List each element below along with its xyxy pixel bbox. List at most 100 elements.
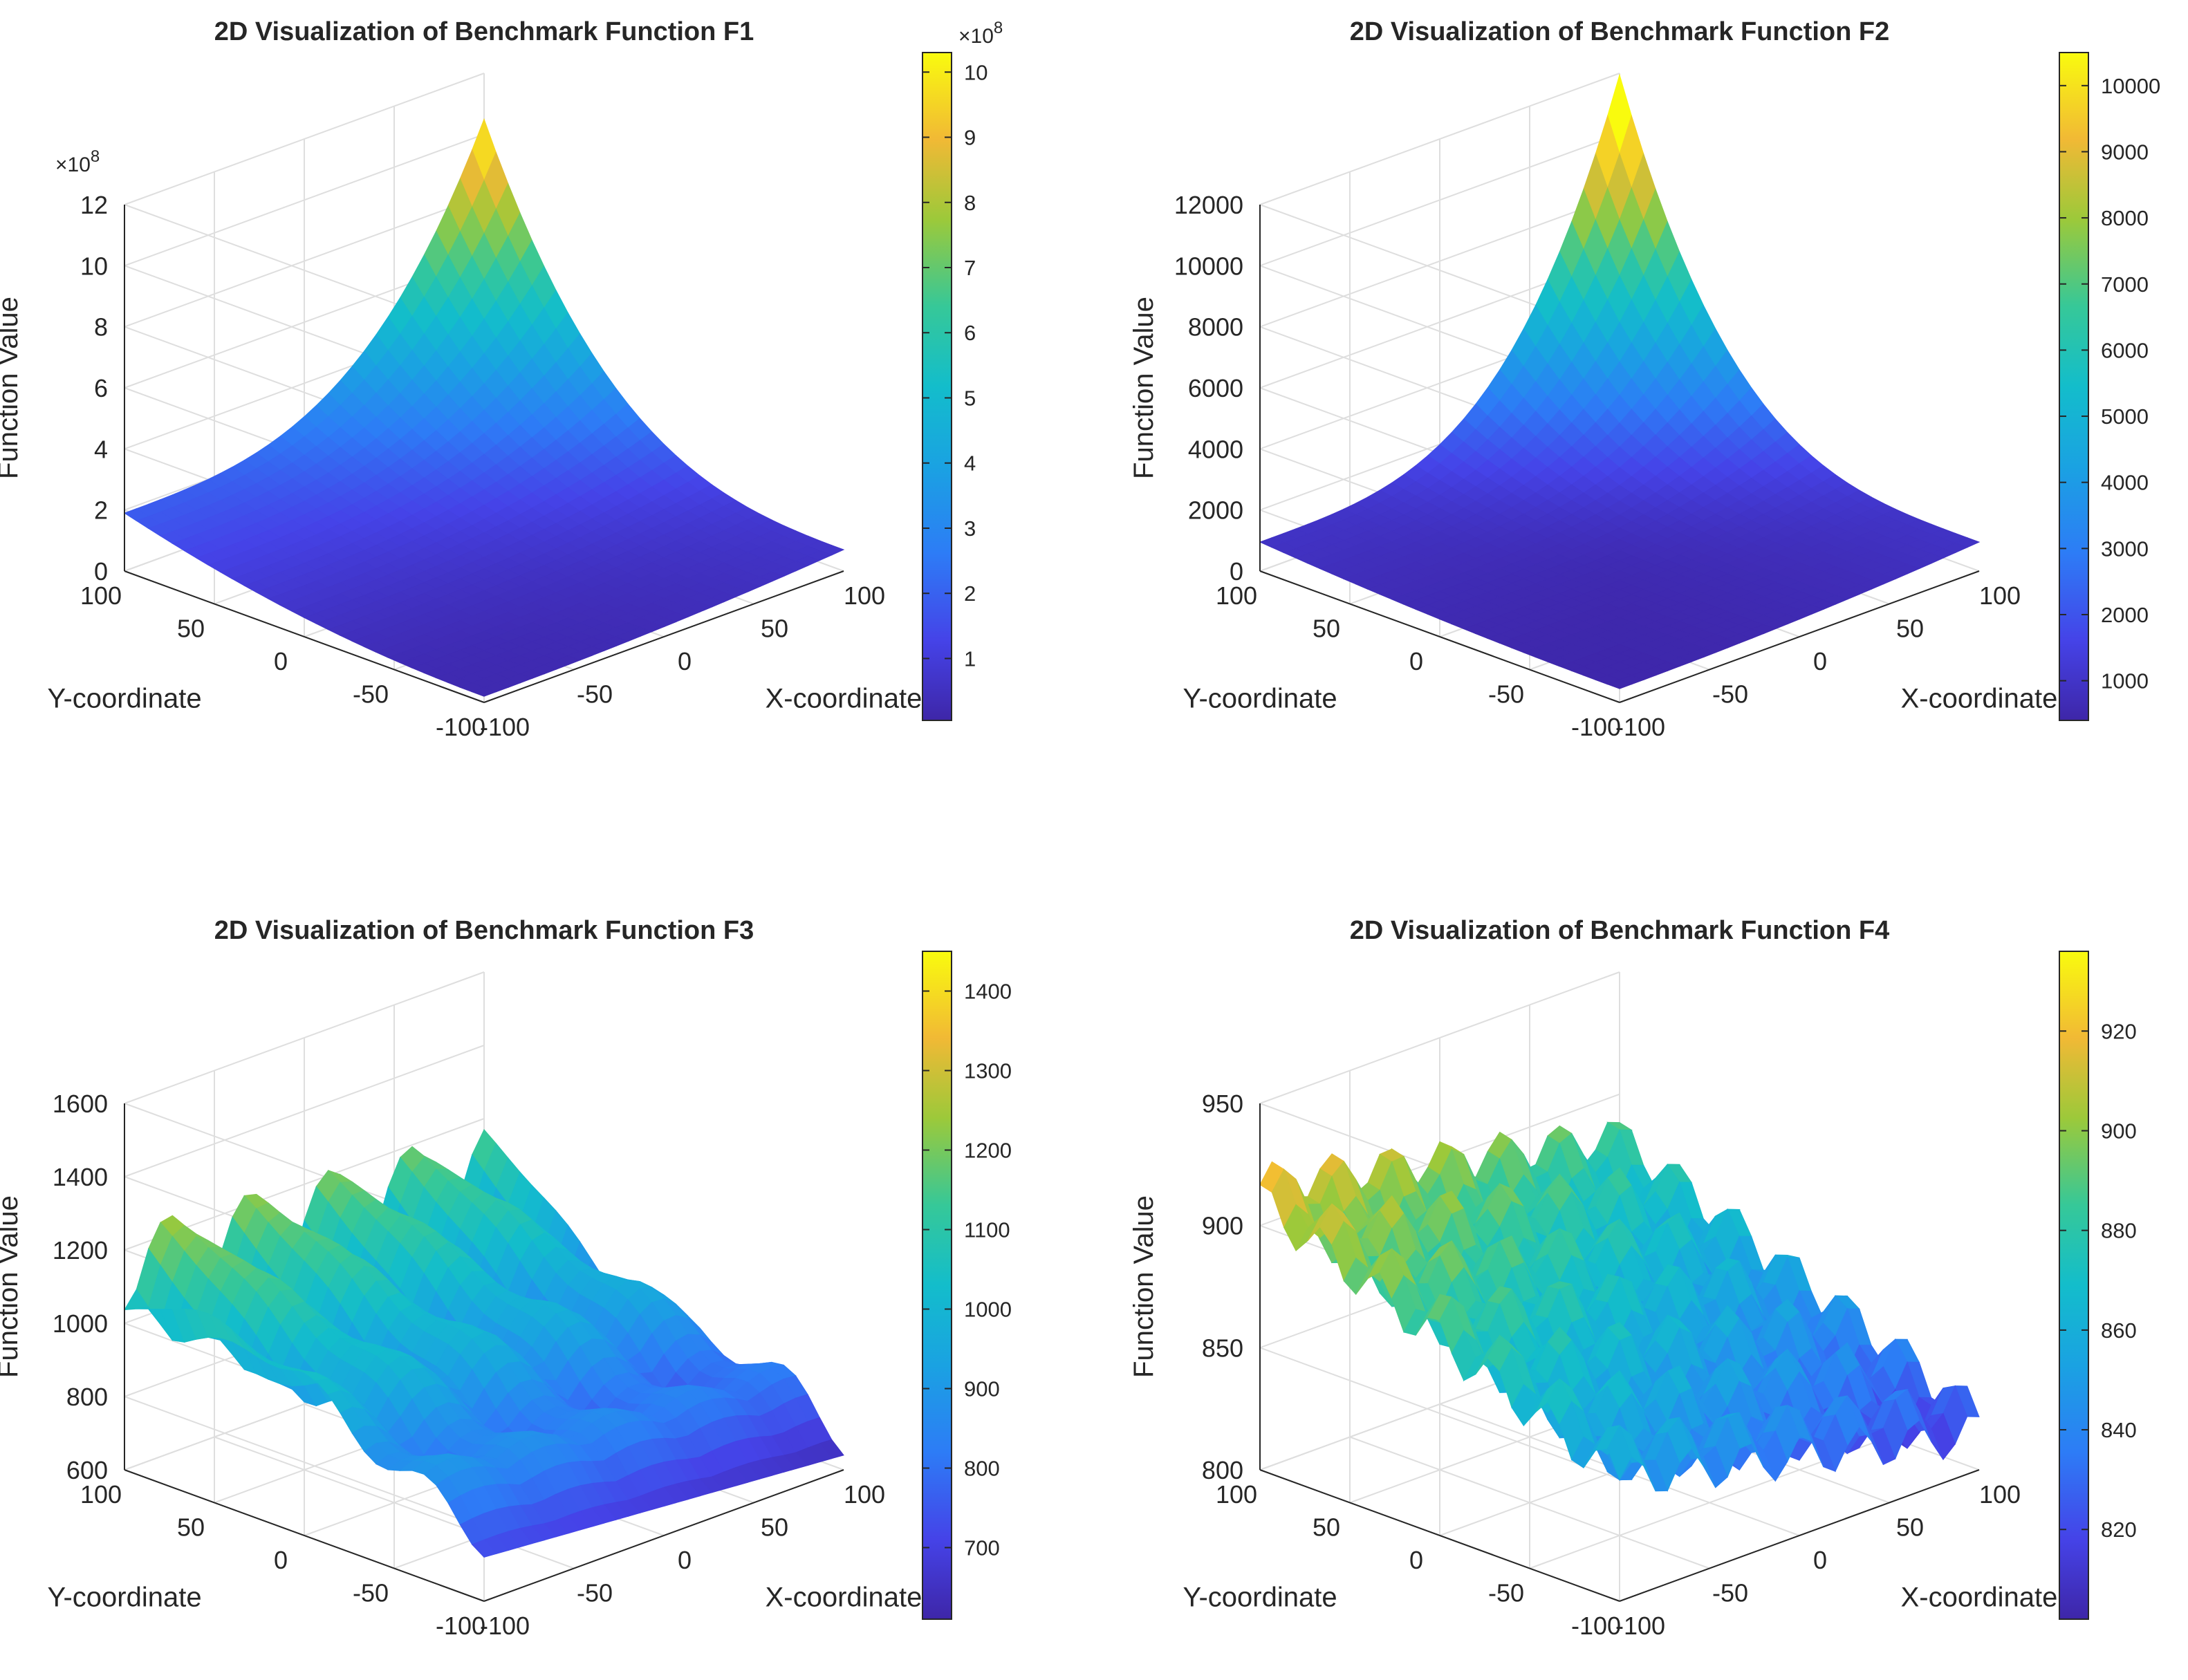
colorbar-tick-label: 860 [2101,1318,2137,1343]
x-axis-line [483,570,844,703]
z-tick-label: 1600 [53,1090,108,1118]
z-tick-label: 12000 [1174,191,1243,219]
colorbar-tick-label: 9000 [2101,140,2149,164]
colorbar-exponent: 8 [994,19,1003,37]
y-tick-label: 100 [80,1480,122,1509]
colorbar-f2: 1000 2000 3000 4000 5000 6000 7000 8000 9000 1000… [2059,52,2160,721]
y-axis-label: Y-coordinate [1183,684,1337,714]
colorbar-tick-label: 10 [964,60,988,84]
x-tick-label: -100 [480,713,530,741]
colorbar-tick-label: 9 [964,126,976,150]
x-axis-label: X-coordinate [1901,684,2058,714]
colorbar-f3: 700 800 900 1000 1100 1200 1300 1400 [922,951,1012,1620]
z-tick-label: 0 [1230,557,1243,586]
y-tick-label: 0 [274,1546,288,1574]
y-tick-label: -100 [1571,713,1621,741]
z-tick-label: 8000 [1188,313,1243,342]
x-tick-label: 100 [844,581,885,610]
z-tick-label: 10000 [1174,252,1243,280]
y-axis-line [124,570,485,703]
x-tick-label: -50 [1712,1579,1748,1607]
x-tick-label: 0 [1813,647,1827,675]
colorbar-gradient [922,52,952,721]
y-axis-label: Y-coordinate [47,684,201,714]
x-tick-label: 100 [1979,1480,2021,1509]
colorbar-tick-label: 1000 [2101,669,2149,693]
y-tick-label: 0 [1409,647,1423,675]
colorbar-tick-label: 820 [2101,1518,2137,1542]
colorbar-gradient [2059,951,2089,1620]
y-tick-label: 100 [80,581,122,610]
colorbar-tick-label: 1400 [964,980,1012,1004]
y-tick-label: 100 [1216,1480,1257,1509]
colorbar-tick-label: 800 [964,1457,1000,1481]
chart-title: 2D Visualization of Benchmark Function F… [1350,916,1890,945]
y-tick-label: 0 [274,647,288,675]
z-tick-label: 1400 [53,1163,108,1191]
axes-f1: -100-50050100-100-50050100024681012X-coo… [0,147,922,741]
z-axis-label: Function Value [1129,1195,1159,1378]
colorbar-tick-label: 3000 [2101,536,2149,561]
z-tick-label: 950 [1202,1090,1243,1118]
z-axis-label: Function Value [1129,297,1159,479]
colorbar-tick-label: 2 [964,581,976,606]
z-tick-label: 6000 [1188,374,1243,402]
x-tick-label: 50 [1896,615,1924,643]
y-tick-label: -100 [1571,1612,1621,1640]
colorbar-tick-label: 10000 [2101,74,2160,98]
x-tick-label: 100 [844,1480,885,1509]
colorbar-tick-label: 1300 [964,1059,1012,1083]
colorbar-tick-label: 5000 [2101,404,2149,429]
y-tick-label: -50 [353,1579,389,1607]
x-tick-label: -100 [1615,713,1665,741]
z-tick-label: 12 [80,191,108,219]
x-tick-label: 100 [1979,581,2021,610]
y-tick-label: -100 [436,713,485,741]
y-tick-label: 100 [1216,581,1257,610]
z-axis-label: Function Value [0,297,24,479]
y-tick-label: 50 [1313,615,1340,643]
x-tick-label: -100 [1615,1612,1665,1640]
colorbar-f1: 1 2 3 4 5 6 7 8 9 10 ×108 [922,19,1003,721]
colorbar-tick-label: 5 [964,386,976,410]
x-tick-label: 0 [678,1546,692,1574]
chart-panel-f2: -100-50050100-100-5005010002000400060008… [1129,17,2057,741]
colorbar-tick-label: 7 [964,256,976,280]
x-tick-label: -50 [577,680,613,709]
chart-panel-f1: -100-50050100-100-50050100024681012X-coo… [0,17,922,741]
chart-panel-f4: -100-50050100-100-50050100800850900950X-… [1129,916,2057,1640]
surface-f2 [1259,73,1981,689]
colorbar-tick-label: 8 [964,191,976,215]
z-tick-label: 10 [80,252,108,280]
x-tick-label: -50 [1712,680,1748,709]
y-tick-label: 0 [1409,1546,1423,1574]
colorbar-gradient [922,951,952,1620]
chart-title: 2D Visualization of Benchmark Function F… [1350,17,1890,46]
z-exponent: 8 [91,147,100,166]
colorbar-f4: 820 840 860 880 900 920 [2059,951,2137,1620]
z-axis-label: Function Value [0,1195,24,1378]
colorbar-tick-label: 900 [2101,1119,2137,1144]
y-tick-label: -50 [1488,680,1524,709]
x-tick-label: -50 [577,1579,613,1607]
y-axis-label: Y-coordinate [47,1583,201,1613]
colorbar-tick-label: 3 [964,516,976,541]
x-tick-label: -100 [480,1612,530,1640]
z-tick-label: 1000 [53,1309,108,1338]
colorbar-tick-label: 2000 [2101,603,2149,627]
chart-panel-f3: -100-50050100-100-5005010060080010001200… [0,916,922,1640]
colorbar-tick-label: 8000 [2101,206,2149,230]
x-tick-label: 0 [678,647,692,675]
y-axis-label: Y-coordinate [1183,1583,1337,1613]
x-tick-label: 50 [761,615,788,643]
colorbar-tick-label: 1000 [964,1298,1012,1322]
z-tick-label: 1200 [53,1236,108,1264]
y-tick-label: 50 [1313,1513,1340,1542]
y-tick-label: -50 [353,680,389,709]
z-tick-label: 2 [94,496,108,525]
z-tick-label: 4 [94,435,108,463]
colorbar-tick-label: 6 [964,321,976,345]
colorbar-multiplier: ×108 [958,19,1003,48]
colorbar-tick-label: 880 [2101,1219,2137,1243]
